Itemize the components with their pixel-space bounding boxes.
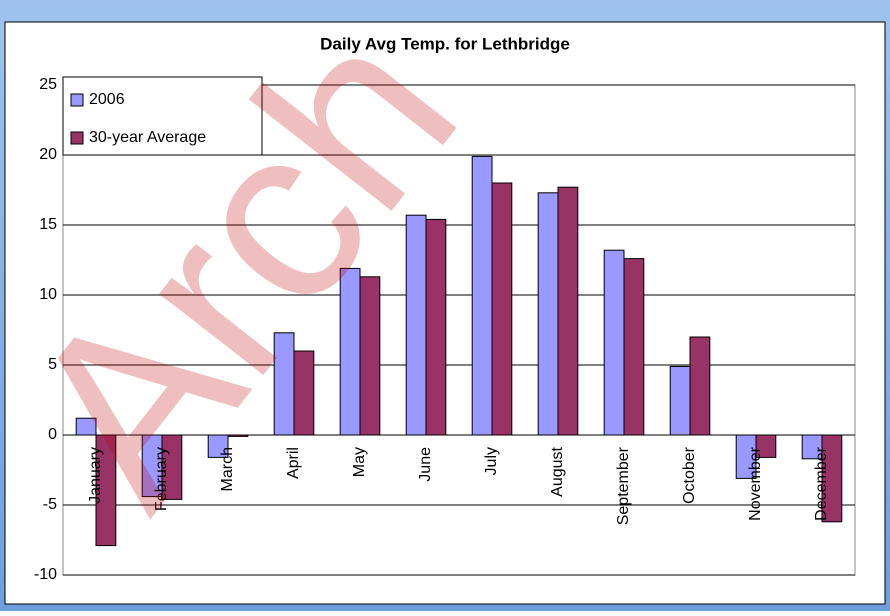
legend-label: 2006	[89, 91, 125, 108]
bar	[821, 434, 843, 523]
y-tick-label: 15	[39, 216, 57, 233]
y-tick-label: 20	[39, 146, 57, 163]
bar	[161, 434, 183, 500]
y-tick-label: 0	[48, 426, 57, 443]
bar	[471, 155, 493, 436]
legend: 2006 30-year Average	[62, 76, 263, 156]
bar	[425, 218, 447, 436]
bar	[491, 182, 513, 436]
bar	[359, 276, 381, 436]
bar	[557, 186, 579, 436]
x-tick-label: March	[219, 447, 236, 491]
bar	[603, 249, 625, 436]
bar	[623, 258, 645, 436]
bar	[293, 350, 315, 436]
x-tick-label: June	[417, 447, 434, 482]
legend-label: 30-year Average	[89, 129, 206, 146]
x-tick-label: May	[351, 447, 368, 477]
x-tick-label: January	[87, 447, 104, 504]
bar	[537, 192, 559, 436]
x-tick-label: October	[681, 446, 698, 504]
x-tick-label: November	[747, 446, 764, 520]
legend-swatch	[70, 93, 84, 107]
chart-title: Daily Avg Temp. for Lethbridge	[320, 34, 570, 53]
x-tick-label: December	[813, 446, 830, 520]
x-tick-label: September	[615, 446, 632, 525]
legend-swatch	[70, 131, 84, 145]
x-tick-label: April	[285, 447, 302, 479]
bar	[669, 365, 691, 436]
bar	[207, 434, 229, 458]
bar	[227, 434, 249, 437]
y-tick-label: -5	[43, 496, 57, 513]
y-tick-label: 10	[39, 286, 57, 303]
x-tick-label: July	[483, 447, 500, 475]
x-tick-label: August	[549, 446, 566, 496]
bar	[75, 417, 97, 436]
y-tick-label: 25	[39, 76, 57, 93]
y-tick-label: -10	[34, 566, 57, 583]
y-tick-label: 5	[48, 356, 57, 373]
bar	[95, 434, 117, 547]
bar	[689, 336, 711, 436]
legend-box	[62, 76, 263, 156]
bar	[755, 434, 777, 458]
x-tick-label: February	[153, 447, 170, 511]
